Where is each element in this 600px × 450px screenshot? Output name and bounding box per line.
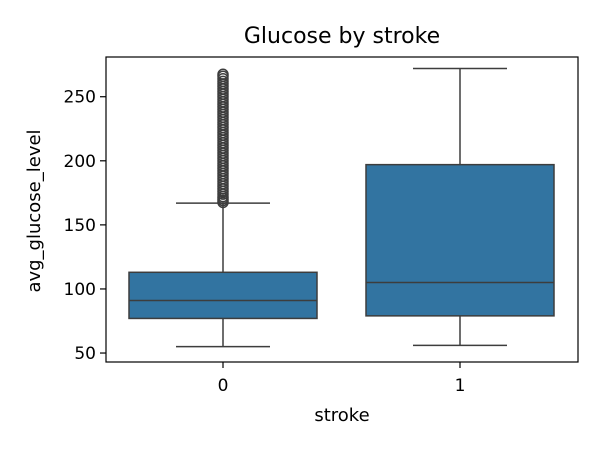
plot-frame (105, 56, 579, 363)
y-tick-label: 200 (64, 152, 96, 172)
y-tick-label: 100 (64, 280, 96, 300)
x-tick-label: 1 (455, 376, 466, 396)
x-tick-label: 0 (218, 376, 229, 396)
y-tick-label: 250 (64, 88, 96, 108)
y-tick-label: 150 (64, 216, 96, 236)
x-axis-label: stroke (314, 405, 369, 426)
box-iqr (128, 271, 318, 320)
chart-title: Glucose by stroke (244, 24, 440, 49)
box-iqr (365, 163, 555, 317)
y-axis-label: avg_glucose_level (24, 129, 45, 292)
outlier-point (217, 68, 229, 81)
plot-area: 50 100 150 200 250 0 1 (64, 56, 579, 396)
y-tick-label: 50 (74, 344, 96, 364)
